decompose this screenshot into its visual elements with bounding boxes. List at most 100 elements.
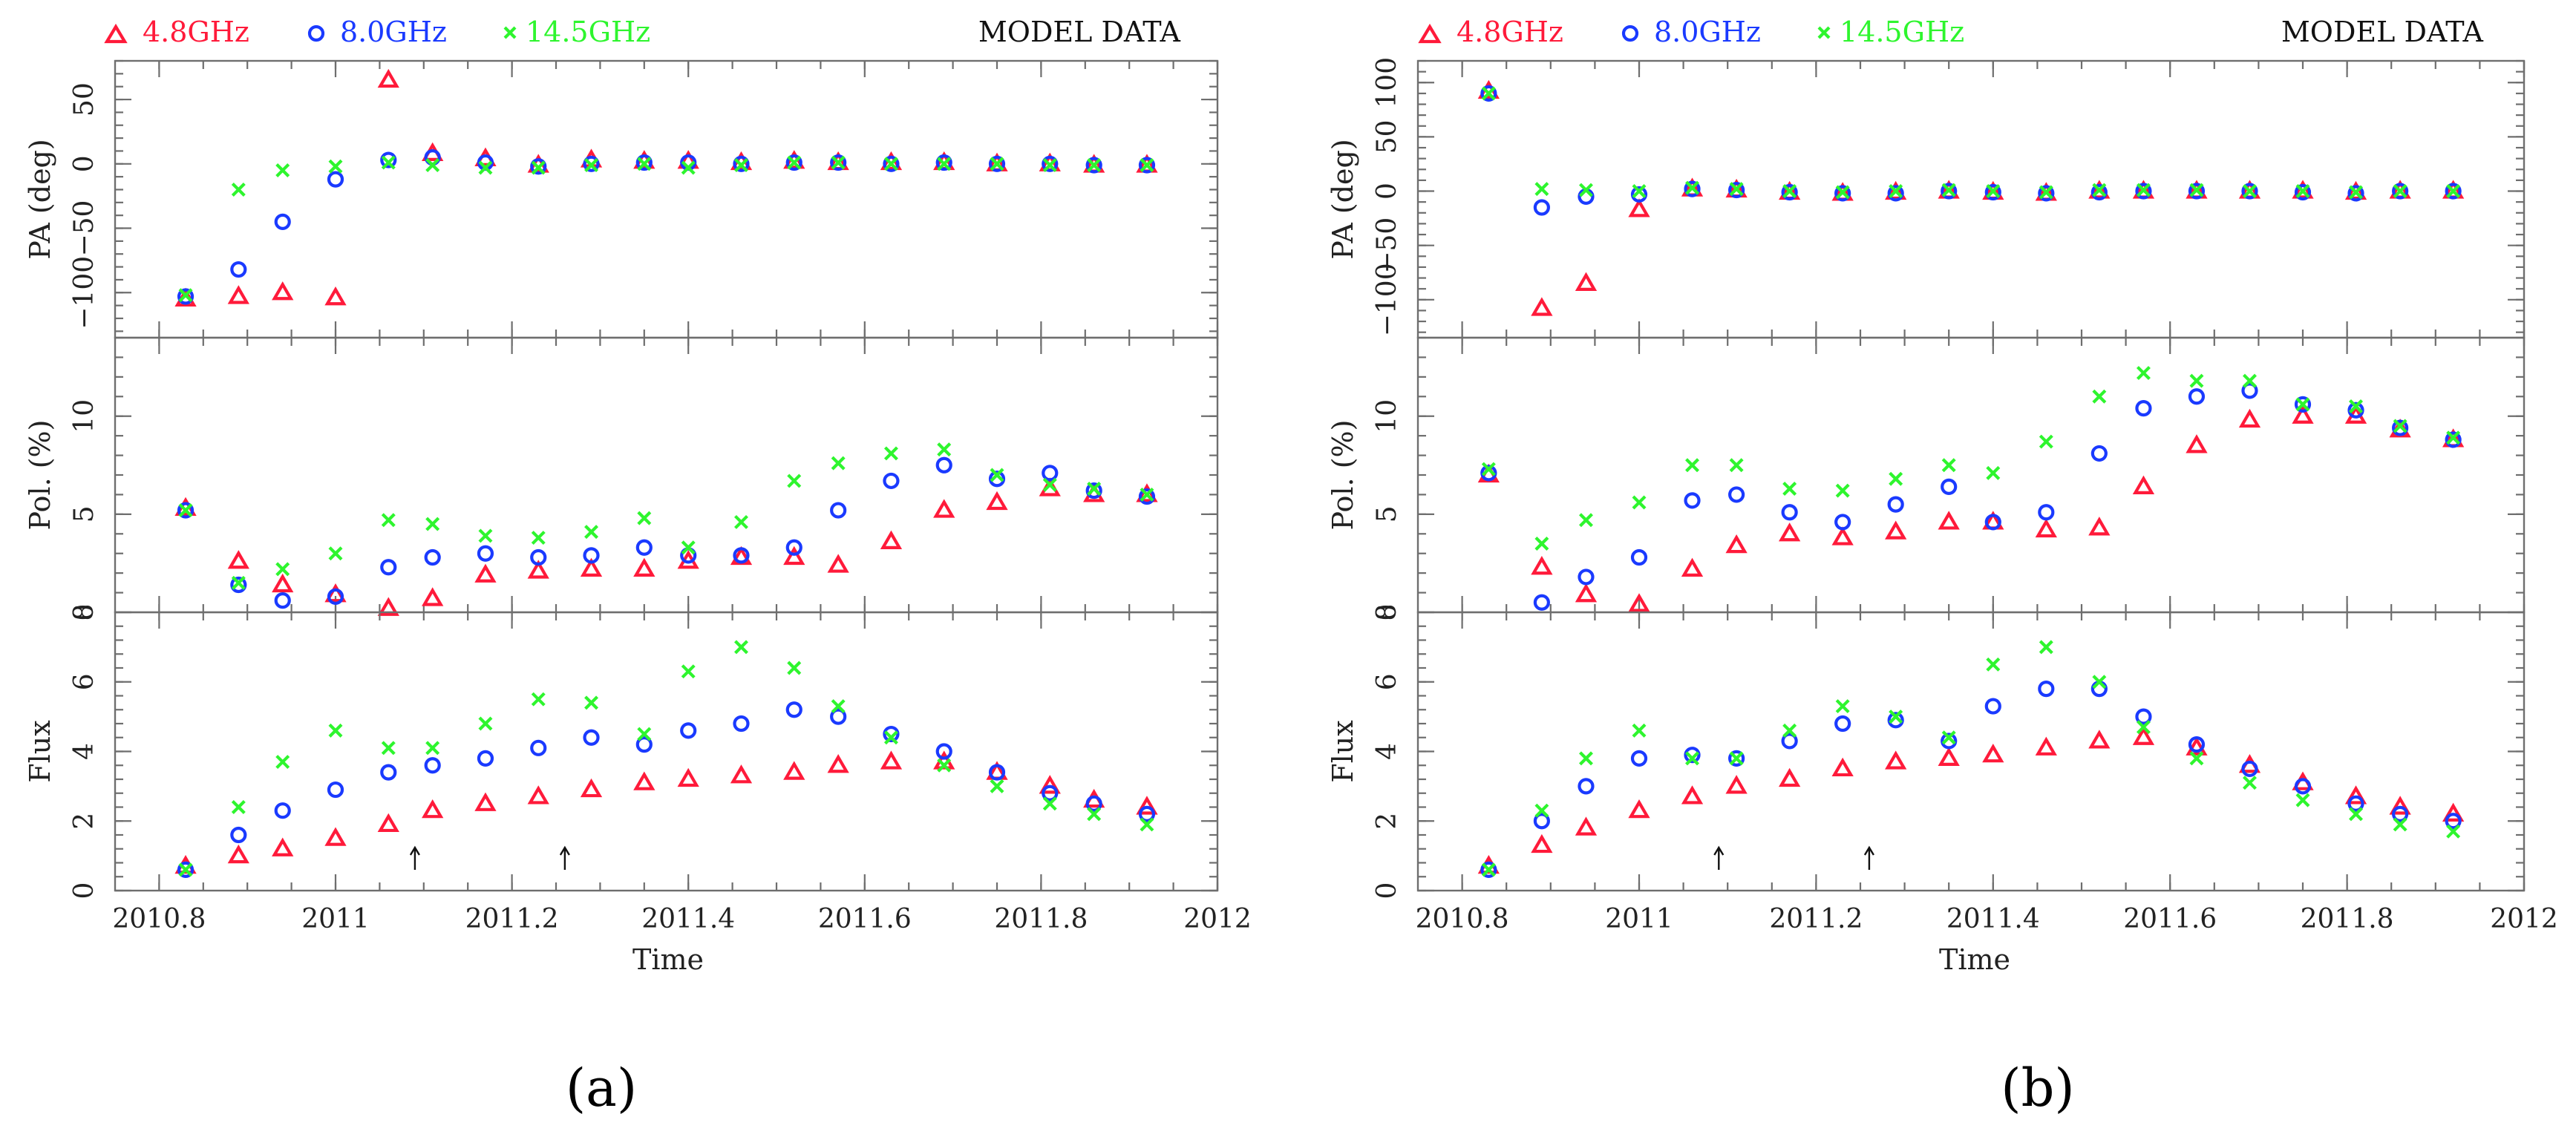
data-point	[1982, 743, 2004, 763]
data-point	[883, 725, 900, 743]
data-point	[2393, 184, 2407, 199]
data-point	[1835, 699, 1850, 714]
data-point	[2188, 183, 2206, 200]
data-point	[988, 155, 1006, 172]
data-point	[327, 171, 344, 188]
data-point	[1140, 158, 1154, 173]
data-point	[1887, 496, 1904, 513]
legend-b-item-8.0: 8.0GHz	[1621, 16, 1761, 48]
data-point	[2344, 785, 2367, 805]
data-point	[733, 158, 748, 173]
data-point	[883, 446, 898, 461]
data-point	[227, 844, 249, 864]
data-point	[1534, 537, 1549, 551]
data-point	[2189, 183, 2204, 197]
data-point	[831, 155, 846, 170]
model-data-label-a: MODEL DATA	[978, 16, 1181, 48]
data-point	[2349, 185, 2364, 200]
subplot-flux: 0 2 4 6 8 Flux 2010.8 2011 2011.2 2011.4 2011.6 201…	[1327, 604, 2558, 934]
x-tick-label: 2011.4	[641, 904, 735, 934]
y-tick-label: 2	[1372, 813, 1402, 830]
data-point	[425, 517, 440, 531]
series-14.5GHz	[178, 442, 1154, 590]
data-point	[827, 554, 849, 573]
data-point	[178, 862, 193, 877]
data-point	[785, 701, 802, 718]
data-point	[1728, 181, 1745, 199]
data-point	[1042, 784, 1059, 802]
data-point	[1889, 184, 1903, 199]
y-tick-label: 6	[1372, 673, 1402, 690]
data-point	[883, 157, 898, 171]
data-point	[1729, 458, 1744, 473]
legend-a-cross-icon	[503, 26, 517, 39]
data-point	[2186, 434, 2208, 453]
data-point	[787, 661, 802, 675]
data-point	[990, 157, 1004, 171]
event-arrow	[559, 845, 570, 870]
data-point	[637, 511, 652, 525]
data-point	[1140, 817, 1154, 832]
y-tick-label: 100	[1372, 57, 1402, 108]
data-point	[2295, 793, 2310, 807]
y-tick-label: 0	[69, 604, 99, 621]
data-point	[227, 285, 249, 304]
data-point	[1578, 568, 1595, 586]
data-point	[2295, 184, 2310, 199]
data-point	[1628, 799, 1650, 819]
data-point	[1831, 526, 1854, 545]
data-point	[2088, 517, 2111, 536]
data-point	[830, 502, 847, 519]
data-point	[1480, 85, 1497, 102]
data-point	[1941, 183, 1956, 197]
data-point	[2349, 399, 2364, 413]
data-point	[377, 597, 399, 616]
data-point	[177, 502, 194, 519]
data-point	[733, 715, 750, 733]
data-point	[231, 575, 246, 590]
data-point	[2392, 419, 2409, 436]
data-point	[2347, 185, 2364, 202]
data-point	[937, 157, 952, 171]
y-axis-title: Flux	[1327, 720, 1359, 782]
data-point	[937, 442, 952, 457]
data-point	[1531, 833, 1553, 853]
y-tick-label: 5	[69, 505, 99, 522]
data-point	[2188, 388, 2206, 405]
data-point	[1684, 180, 1701, 197]
data-point	[381, 741, 396, 756]
data-point	[380, 764, 397, 781]
data-point	[1578, 183, 1593, 197]
subplot-padeg: −100−50 0 50 100 PA (deg)	[1327, 57, 2526, 339]
data-point	[1140, 487, 1154, 502]
data-point	[1533, 199, 1550, 216]
y-tick-label: 8	[69, 604, 99, 621]
data-point	[1986, 184, 2001, 199]
data-point	[531, 692, 546, 707]
data-point	[2344, 180, 2367, 200]
data-point	[2038, 185, 2055, 202]
data-point	[1578, 513, 1593, 528]
x-tick-label: 2012	[2490, 904, 2558, 934]
data-point	[990, 468, 1004, 482]
data-point	[324, 583, 347, 603]
data-point	[787, 474, 802, 488]
data-point	[1938, 511, 1960, 530]
data-point	[2135, 708, 2152, 725]
y-axis-title: Pol. (%)	[24, 420, 56, 531]
data-point	[2294, 396, 2312, 413]
series-14.5GHz	[1481, 640, 2461, 877]
data-point	[2135, 183, 2152, 200]
data-point	[2294, 183, 2312, 201]
series-8.0GHz	[177, 456, 1156, 609]
data-point	[2393, 419, 2407, 433]
panel-b: 4.8GHz 8.0GHz 14.5GHz MODEL DATA Time (b…	[1418, 16, 2484, 1118]
data-point	[584, 158, 599, 173]
data-point	[2393, 817, 2407, 832]
y-axis-title: PA (deg)	[1327, 139, 1359, 259]
y-axis-title: Flux	[24, 720, 56, 782]
data-point	[1630, 186, 1648, 203]
x-tick-label: 2011.4	[1946, 904, 2040, 934]
model-data-label-b: MODEL DATA	[2281, 16, 2484, 48]
event-arrow	[1713, 845, 1725, 870]
